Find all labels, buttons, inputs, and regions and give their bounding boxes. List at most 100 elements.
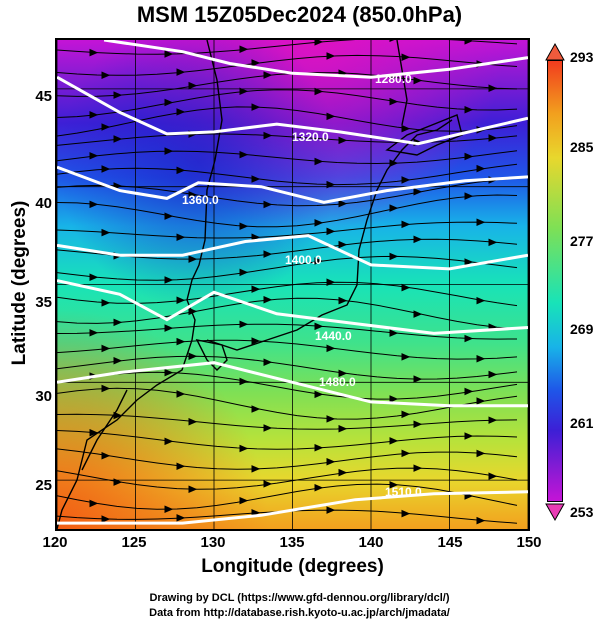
streamline-arrow <box>488 370 498 379</box>
streamline-arrow <box>164 98 174 107</box>
streamline-arrow <box>113 91 123 99</box>
streamline-arrow <box>476 449 486 458</box>
colorbar-max-arrow <box>545 42 565 61</box>
streamline-arrow <box>464 152 474 161</box>
streamline <box>57 163 518 186</box>
streamline-arrow <box>176 108 186 116</box>
streamline-arrow <box>413 235 423 244</box>
streamline-arrow <box>251 405 261 413</box>
contour-line <box>57 279 528 335</box>
streamline-arrow <box>239 496 249 505</box>
streamline-arrow <box>389 329 399 337</box>
x-tick-label: 135 <box>279 534 305 551</box>
streamline-arrow <box>176 68 186 76</box>
streamline-arrow <box>164 437 174 446</box>
streamline-arrow <box>239 150 249 159</box>
streamline-arrow <box>164 147 174 155</box>
streamline-arrow <box>113 356 123 365</box>
streamline-arrow <box>476 397 486 405</box>
streamline-arrow <box>326 227 336 236</box>
streamline <box>57 387 518 420</box>
streamline <box>57 448 518 470</box>
streamline-arrow <box>188 81 198 90</box>
streamline-arrow <box>251 175 261 183</box>
credit-drawing: Drawing by DCL (https://www.gfd-dennou.o… <box>149 592 450 604</box>
streamline <box>57 297 518 330</box>
streamline-arrow <box>263 480 273 488</box>
streamline-arrow <box>326 52 336 60</box>
streamline-arrow <box>389 437 399 445</box>
x-tick-label: 130 <box>200 534 226 551</box>
contour-label-1510: 1510.0 <box>385 485 422 499</box>
streamline-arrow <box>413 420 423 429</box>
contour-line <box>103 40 528 79</box>
streamline <box>57 238 518 260</box>
streamline-arrow <box>389 97 399 106</box>
coastline-continent <box>57 40 223 529</box>
streamline-arrow <box>239 268 249 277</box>
streamline-arrow <box>314 157 324 166</box>
streamline-arrow <box>488 472 498 480</box>
streamline <box>57 89 518 118</box>
streamline-arrow <box>401 283 411 292</box>
streamline-arrow <box>401 353 411 361</box>
streamline-arrow <box>101 515 111 523</box>
streamline-arrow <box>464 432 474 440</box>
streamline-arrow <box>239 222 249 231</box>
colorbar-tick-label: 269 <box>570 321 594 337</box>
streamline-arrow <box>488 238 498 247</box>
contour-line <box>57 75 528 146</box>
streamline-arrow <box>251 509 261 517</box>
streamline-arrow <box>413 76 423 85</box>
wind-streamlines <box>57 40 518 525</box>
streamline-arrow <box>176 514 186 522</box>
streamline-arrow <box>263 71 273 79</box>
colorbar-tick-label: 277 <box>570 233 594 249</box>
colorbar-tick-label: 261 <box>570 415 594 431</box>
coastline-sakhalin <box>396 40 408 126</box>
streamline-arrow <box>89 499 99 508</box>
streamline-arrow <box>389 481 399 489</box>
y-tick-label: 40 <box>35 195 52 212</box>
streamline-arrow <box>164 276 174 284</box>
streamline-arrow <box>188 417 198 426</box>
streamline-arrow <box>176 233 186 241</box>
streamline-arrow <box>338 136 348 145</box>
streamline-arrow <box>176 296 186 304</box>
streamline-arrow <box>188 255 198 263</box>
streamline-arrow <box>338 199 348 208</box>
streamline-arrow <box>89 111 99 119</box>
streamline-arrow <box>413 375 423 383</box>
streamline-arrow <box>326 112 336 121</box>
streamline-arrow <box>164 505 174 513</box>
streamline-arrow <box>251 59 261 67</box>
streamline-arrow <box>401 176 411 184</box>
x-tick-label: 120 <box>42 534 68 551</box>
streamline-arrow <box>338 296 348 305</box>
streamline-arrow <box>464 334 474 343</box>
streamline-arrow <box>164 50 174 58</box>
x-axis-label: Longitude (degrees) <box>201 556 384 577</box>
credit-data-source: Data from http://database.rish.kyoto-u.a… <box>149 607 450 619</box>
streamline-arrow <box>89 329 99 337</box>
streamline-arrow <box>101 123 111 131</box>
streamline-arrow <box>488 416 498 424</box>
streamline-arrow <box>101 451 111 460</box>
streamline-arrow <box>89 152 99 160</box>
coastline-japan <box>206 119 453 351</box>
streamline-arrow <box>239 377 249 386</box>
contour-label-1280: 1280.0 <box>375 72 412 86</box>
streamline-arrow <box>401 449 411 458</box>
streamline-arrow <box>101 165 111 173</box>
contour-label-1360: 1360.0 <box>182 193 219 207</box>
streamline-arrow <box>239 320 249 329</box>
streamline-arrow <box>326 457 336 466</box>
streamline-arrow <box>101 71 111 80</box>
streamline-arrow <box>338 424 348 433</box>
streamline <box>57 106 518 137</box>
streamline-arrow <box>476 516 486 525</box>
streamline-arrow <box>464 192 474 200</box>
streamline <box>57 133 518 146</box>
streamline-arrow <box>314 483 324 492</box>
streamline-arrow <box>476 296 486 305</box>
